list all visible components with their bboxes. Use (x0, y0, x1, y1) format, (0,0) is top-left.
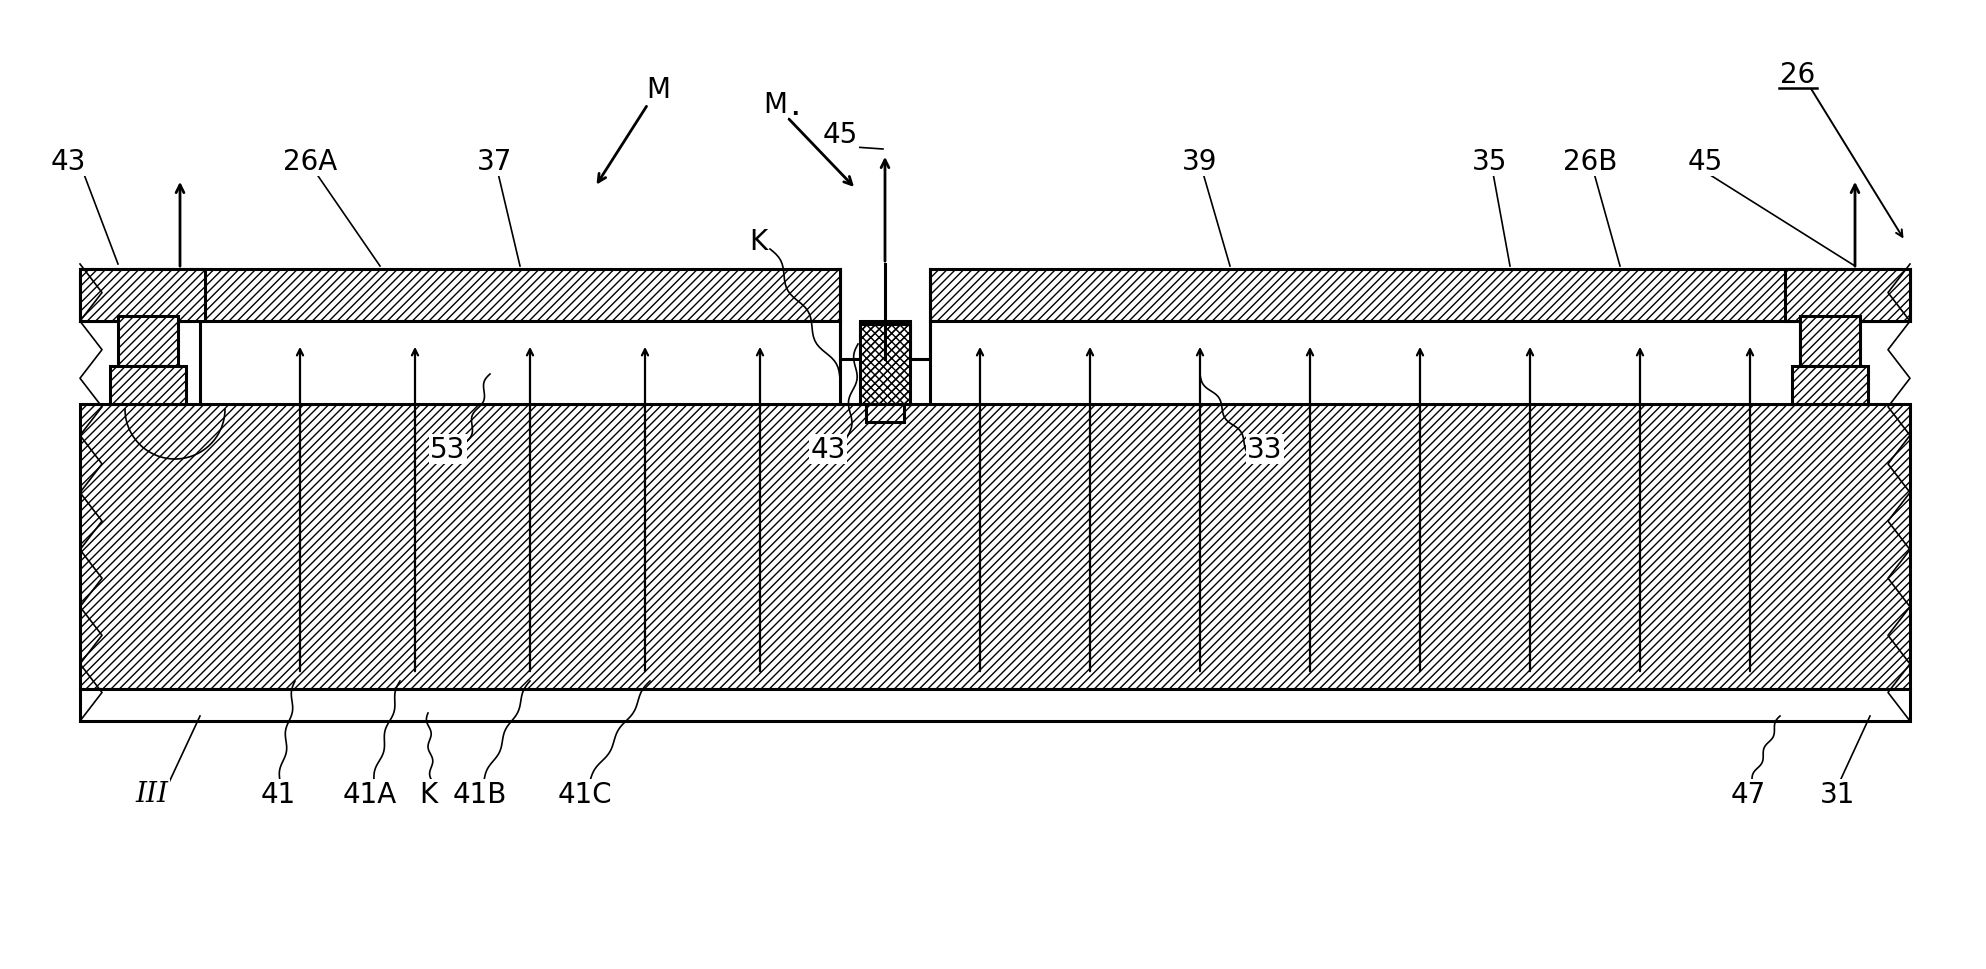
Bar (929, 269, 1911, 322)
Bar (79, 269, 840, 322)
Bar (929, 322, 1799, 405)
Text: 47: 47 (1730, 780, 1766, 808)
Text: .: . (788, 88, 800, 122)
Bar (866, 405, 904, 422)
Bar (201, 322, 840, 405)
Text: 39: 39 (1182, 148, 1217, 175)
Bar (1785, 269, 1911, 322)
Bar (79, 405, 1911, 689)
Bar (79, 269, 840, 322)
Bar (79, 405, 1911, 689)
Bar (860, 322, 910, 359)
Bar (860, 325, 910, 405)
Bar (860, 325, 910, 405)
Bar (79, 689, 1911, 721)
Text: 45: 45 (822, 121, 858, 149)
Text: K: K (419, 780, 437, 808)
Text: 41A: 41A (344, 780, 397, 808)
Bar (117, 317, 179, 366)
Text: M: M (645, 76, 669, 104)
Text: 45: 45 (1688, 148, 1722, 175)
Text: 53: 53 (431, 435, 465, 463)
Text: M: M (763, 91, 786, 119)
Text: 26: 26 (1779, 61, 1815, 89)
Text: 43: 43 (810, 435, 846, 463)
Text: 26B: 26B (1563, 148, 1617, 175)
Bar (866, 405, 904, 422)
Bar (929, 269, 1911, 322)
Text: 41: 41 (260, 780, 296, 808)
Text: 37: 37 (477, 148, 512, 175)
Bar (109, 366, 187, 405)
Text: 41B: 41B (453, 780, 506, 808)
Text: K: K (749, 228, 767, 256)
Bar (117, 317, 179, 366)
Bar (1791, 366, 1869, 405)
Bar (1785, 269, 1911, 322)
Bar (79, 269, 205, 322)
Text: 31: 31 (1821, 780, 1855, 808)
Text: 43: 43 (50, 148, 85, 175)
Text: III: III (135, 781, 169, 808)
Bar (860, 325, 910, 405)
Text: 35: 35 (1472, 148, 1507, 175)
Text: 26A: 26A (282, 148, 338, 175)
Bar (1799, 317, 1861, 366)
Bar (1799, 317, 1861, 366)
Text: 41C: 41C (558, 780, 612, 808)
Bar (79, 269, 205, 322)
Text: 33: 33 (1247, 435, 1283, 463)
Bar (1791, 366, 1869, 405)
Bar (109, 366, 187, 405)
